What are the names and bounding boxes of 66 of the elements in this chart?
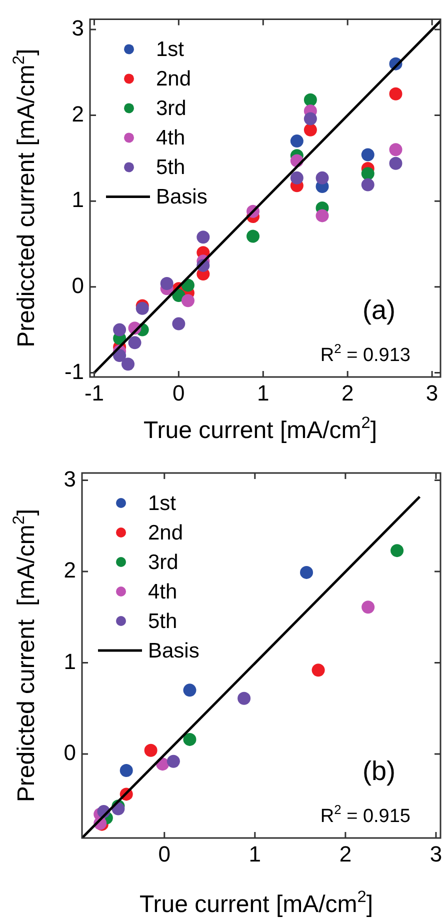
legend-label: 4th [148, 580, 178, 604]
x-tick-label: 2 [339, 841, 352, 866]
annotation: (b) [362, 756, 396, 786]
point [181, 294, 194, 308]
legend-label: 1st [148, 492, 176, 515]
point [172, 317, 186, 330]
point [361, 167, 374, 180]
x-tick-label: 1 [248, 841, 262, 866]
y-tick-label: -1 [64, 358, 84, 384]
y-tick-label: 3 [72, 16, 84, 41]
point [316, 209, 329, 222]
point [113, 323, 126, 336]
legend-label: 2nd [156, 68, 192, 91]
x-tick-label: 3 [430, 841, 442, 866]
point [128, 336, 142, 350]
legend-label: 4th [156, 126, 186, 150]
y-tick-label: 2 [72, 101, 84, 126]
point [361, 178, 374, 192]
point [290, 134, 304, 148]
y-tick-label: 0 [72, 272, 84, 298]
legend-label: 1st [156, 38, 184, 62]
point [120, 764, 133, 777]
legend-label: Basis [156, 186, 208, 209]
point [300, 566, 314, 579]
point [316, 171, 329, 184]
y-tick-label: 2 [64, 558, 76, 583]
annotation: (a) [362, 295, 396, 325]
point [246, 230, 260, 243]
x-tick-label: 2 [341, 380, 354, 406]
point [389, 143, 402, 156]
point [389, 156, 402, 170]
point [390, 544, 404, 558]
y-tick-label: 0 [64, 740, 76, 766]
point [238, 692, 251, 705]
point [183, 684, 196, 697]
y-axis-title: Predicted current [mA/cm2] [10, 508, 40, 802]
point [361, 148, 374, 162]
point [304, 123, 317, 136]
point [290, 171, 304, 184]
y-tick-label: 1 [64, 648, 76, 674]
x-tick-label: 3 [426, 380, 438, 406]
point [144, 744, 158, 757]
legend-label: 5th [156, 156, 186, 180]
point [304, 112, 317, 126]
point [160, 276, 174, 290]
legend-label: 3rd [156, 97, 186, 120]
x-tick-label: 0 [158, 841, 171, 866]
point [113, 349, 126, 362]
y-tick-label: 3 [64, 466, 76, 492]
point [196, 230, 210, 244]
point [183, 732, 196, 746]
y-axis-title: Prediccted current [mA/cm2] [10, 48, 40, 348]
point [312, 664, 325, 677]
legend-label: 2nd [148, 522, 184, 544]
point [362, 600, 375, 614]
x-tick-label: 1 [257, 380, 270, 406]
point [136, 302, 149, 315]
y-tick-label: 1 [72, 187, 84, 212]
point [304, 93, 317, 106]
legend-label: 3rd [148, 551, 178, 574]
point [122, 358, 135, 371]
legend-label: Basis [148, 640, 200, 662]
point [166, 754, 180, 768]
x-tick-label: 0 [172, 380, 185, 406]
point [389, 87, 402, 100]
legend-label: 5th [148, 610, 178, 633]
